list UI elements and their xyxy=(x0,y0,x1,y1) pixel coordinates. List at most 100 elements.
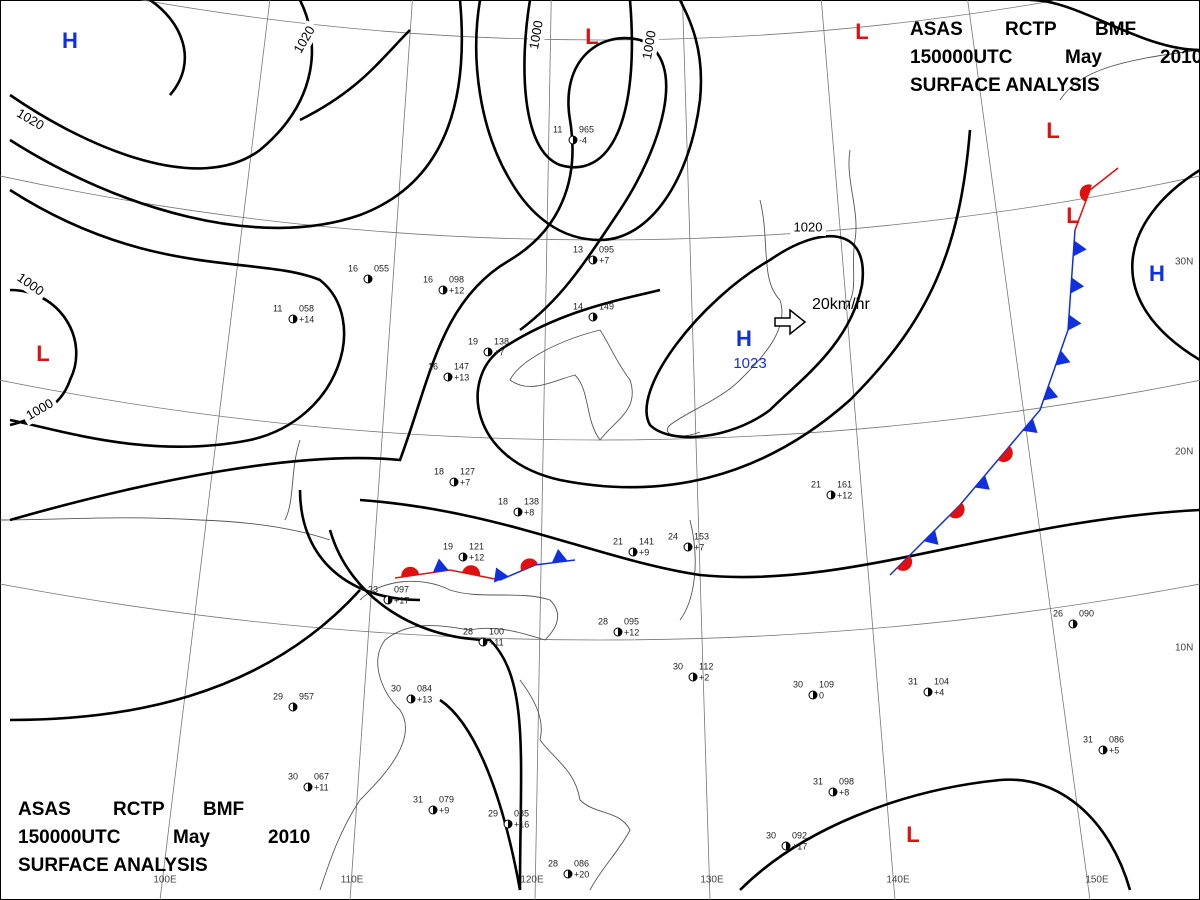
station-pressure: 090 xyxy=(1079,608,1094,618)
station-tendency: 0 xyxy=(819,690,824,700)
station-temp: 11 xyxy=(553,124,562,134)
cold-front-symbol xyxy=(1055,350,1071,366)
cold-front-symbol xyxy=(923,529,939,545)
station-temp: 26 xyxy=(1053,608,1063,618)
header-word: 2010 xyxy=(1160,47,1200,68)
station-tendency: +17 xyxy=(394,595,409,605)
isobar xyxy=(359,498,1200,891)
station-temp: 31 xyxy=(1083,734,1093,744)
station-fill xyxy=(593,313,597,321)
station-pressure: 095 xyxy=(624,616,639,626)
station-fill xyxy=(443,286,447,294)
station-fill xyxy=(508,820,512,828)
isobar xyxy=(9,0,314,170)
isobar-label-bg xyxy=(638,25,662,65)
pressure-center: L xyxy=(1046,118,1059,143)
warm-front-symbol xyxy=(462,565,481,576)
station-tendency: +13 xyxy=(454,372,469,382)
station-fill xyxy=(463,553,467,561)
station-fill xyxy=(568,870,572,878)
station-tendency: +4 xyxy=(934,687,944,697)
station-tendency: +12 xyxy=(469,552,484,562)
station-temp: 31 xyxy=(813,776,823,786)
station-temp: 16 xyxy=(423,274,433,284)
isobar xyxy=(149,0,411,122)
isobar xyxy=(9,36,668,522)
isobar xyxy=(739,778,1132,891)
isobar xyxy=(9,0,464,230)
station-tendency: +2 xyxy=(699,672,709,682)
station-fill xyxy=(411,695,415,703)
station-fill xyxy=(928,688,932,696)
station-fill xyxy=(483,638,487,646)
motion-arrow xyxy=(774,308,807,336)
station-pressure: 104 xyxy=(934,676,949,686)
station-pressure: 092 xyxy=(792,830,807,840)
station-pressure: 098 xyxy=(839,776,854,786)
station-temp: 18 xyxy=(498,496,508,506)
station-pressure: 141 xyxy=(639,536,654,546)
warm-front-symbol xyxy=(998,446,1013,462)
station-temp: 16 xyxy=(428,361,438,371)
station-temp: 13 xyxy=(573,244,583,254)
station-pressure: 055 xyxy=(374,263,389,273)
header-word: RCTP xyxy=(1005,19,1057,40)
longitude-label: 120E xyxy=(520,875,544,886)
cold-front-symbol xyxy=(493,567,509,583)
coastline xyxy=(844,49,1200,311)
longitude-line xyxy=(349,0,413,900)
station-tendency: +11 xyxy=(314,782,329,792)
cold-front-symbol xyxy=(1022,418,1038,433)
longitude-line xyxy=(534,0,552,900)
coastline xyxy=(519,679,631,891)
header-word: 150000UTC xyxy=(18,827,121,848)
coastline xyxy=(509,329,633,441)
station-fill xyxy=(1073,620,1077,628)
station-pressure: 086 xyxy=(574,858,589,868)
header-word: May xyxy=(173,827,210,848)
station-fill xyxy=(488,348,492,356)
isobar-label-bg xyxy=(525,15,549,55)
station-pressure: 147 xyxy=(454,361,469,371)
station-fill xyxy=(831,491,835,499)
station-pressure: 098 xyxy=(449,274,464,284)
pressure-center: H xyxy=(736,326,752,351)
longitude-line xyxy=(159,0,271,900)
station-fill xyxy=(688,543,692,551)
station-temp: 30 xyxy=(673,661,683,671)
isobar xyxy=(9,589,361,722)
station-tendency: +14 xyxy=(299,314,314,324)
station-pressure: 058 xyxy=(299,303,314,313)
station-temp: 28 xyxy=(463,626,473,636)
coastline xyxy=(0,439,696,621)
center-pressure: 1023 xyxy=(733,355,766,372)
coastline xyxy=(667,199,783,437)
station-pressure: 079 xyxy=(439,794,454,804)
station-tendency: -4 xyxy=(579,135,587,145)
header-word: May xyxy=(1065,47,1102,68)
station-pressure: 097 xyxy=(394,584,409,594)
station-temp: 19 xyxy=(468,336,478,346)
station-temp: 28 xyxy=(598,616,608,626)
station-pressure: 138 xyxy=(494,336,509,346)
isobar-label: 1000 xyxy=(526,19,546,50)
pressure-center: L xyxy=(906,822,919,847)
cold-front-symbol xyxy=(551,549,568,563)
station-pressure: 149 xyxy=(599,301,614,311)
station-pressure: 121 xyxy=(469,541,484,551)
warm-front-symbol xyxy=(520,558,538,571)
isobar-label-bg xyxy=(10,104,50,136)
motion-label: 20km/hr xyxy=(812,296,870,313)
header-word: 150000UTC xyxy=(910,47,1013,68)
station-tendency: +7 xyxy=(494,347,504,357)
warm-front-symbol xyxy=(401,566,420,578)
pressure-center: H xyxy=(62,28,78,53)
longitude-line xyxy=(682,0,711,900)
longitude-line xyxy=(967,0,1091,900)
isobar xyxy=(9,188,346,449)
station-tendency: +7 xyxy=(460,477,470,487)
station-fill xyxy=(454,478,458,486)
